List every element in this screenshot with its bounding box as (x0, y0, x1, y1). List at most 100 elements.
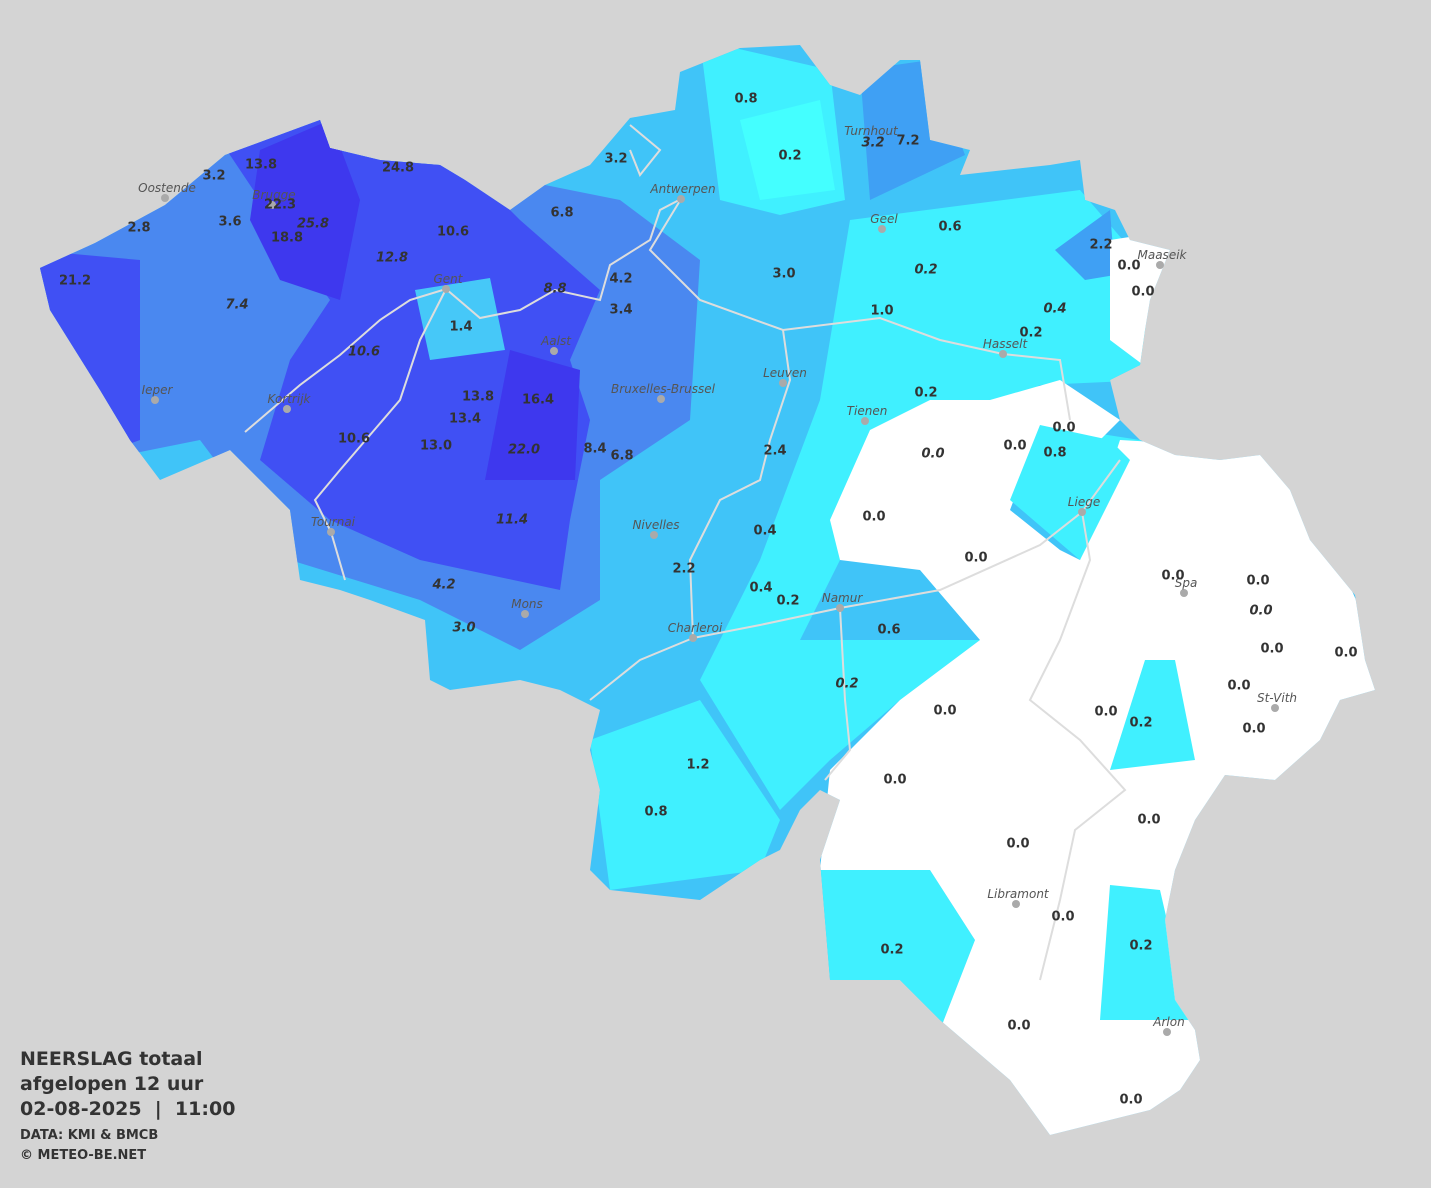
city-label: Namur (822, 591, 864, 605)
city-dot (779, 379, 787, 387)
city-dot (861, 417, 869, 425)
credit: DATA: KMI & BMCB (20, 1128, 158, 1143)
city-dot (1180, 589, 1188, 597)
measurement: 0.0 (862, 510, 885, 525)
city-label: Tournai (311, 515, 356, 529)
measurement: 3.6 (218, 215, 241, 230)
measurement: 0.8 (644, 805, 667, 820)
measurement: 0.0 (1246, 574, 1269, 589)
measurement: 6.8 (550, 206, 573, 221)
city-dot (677, 195, 685, 203)
measurement: 22.0 (508, 443, 540, 458)
city-label: Spa (1175, 576, 1198, 590)
measurement: 0.0 (1119, 1093, 1142, 1108)
city-label: Brugge (252, 188, 295, 202)
city-label: Ieper (142, 383, 174, 397)
measurement: 0.0 (1051, 910, 1074, 925)
city-label: St-Vith (1257, 691, 1297, 705)
measurement: 18.8 (271, 231, 303, 246)
city-dot (283, 405, 291, 413)
measurement: 0.0 (1249, 604, 1272, 619)
measurement: 0.6 (877, 623, 900, 638)
city-label: Charleroi (668, 621, 723, 635)
measurement: 24.8 (382, 161, 414, 176)
measurement: 8.8 (543, 282, 566, 297)
measurement: 3.2 (604, 152, 627, 167)
measurement: 1.2 (686, 758, 709, 773)
city-label: Liege (1068, 495, 1100, 509)
measurement: 0.0 (964, 551, 987, 566)
measurement: 0.0 (1003, 439, 1026, 454)
measurement: 0.0 (1006, 837, 1029, 852)
measurement: 13.0 (420, 439, 452, 454)
measurement: 0.0 (1242, 722, 1265, 737)
cities: Oostende Brugge Gent Antwerpen Turnhout Geel M… (138, 124, 1297, 1036)
measurement: 0.4 (753, 524, 776, 539)
city-label: Leuven (763, 366, 807, 380)
measurement: 0.8 (734, 92, 757, 107)
measurement: 0.0 (1334, 646, 1357, 661)
city-label: Antwerpen (649, 182, 715, 196)
city-label: Bruxelles-Brussel (611, 382, 716, 396)
city-dot (689, 634, 697, 642)
measurement: 0.8 (1043, 446, 1066, 461)
measurement: 0.2 (835, 677, 858, 692)
measurement: 0.2 (880, 943, 903, 958)
measurement: 0.6 (938, 220, 961, 235)
measurement: 0.0 (921, 447, 944, 462)
measurement: 0.0 (1052, 421, 1075, 436)
measurement: 10.6 (338, 432, 370, 447)
measurement: 13.8 (245, 158, 277, 173)
measurement: 3.2 (861, 136, 884, 151)
city-dot (327, 528, 335, 536)
measurement: 8.4 (583, 442, 606, 457)
measurement: 3.0 (452, 621, 475, 636)
city-label: Nivelles (632, 518, 679, 532)
measurement: 0.0 (1161, 569, 1184, 584)
measurement: 0.0 (1007, 1019, 1030, 1034)
title-line: afgelopen 12 uur (20, 1073, 204, 1095)
measurement: 0.0 (1131, 285, 1154, 300)
measurement: 1.0 (870, 304, 893, 319)
city-label: Oostende (138, 181, 196, 195)
city-dot (999, 350, 1007, 358)
city-dot (836, 604, 844, 612)
measurement: 0.0 (1227, 679, 1250, 694)
measurement: 0.4 (1043, 302, 1066, 317)
measurement: 0.0 (1260, 642, 1283, 657)
measurement: 0.2 (1019, 326, 1042, 341)
measurement: 4.2 (431, 578, 455, 593)
city-dot (878, 225, 886, 233)
city-label: Aalst (540, 334, 572, 348)
city-dot (1156, 261, 1164, 269)
measurement: 7.2 (896, 134, 919, 149)
measurement: 0.0 (1137, 813, 1160, 828)
city-dot (1012, 900, 1020, 908)
city-label: Maaseik (1138, 248, 1188, 262)
measurement: 2.2 (672, 562, 695, 577)
city-dot (268, 201, 276, 209)
city-dot (657, 395, 665, 403)
measurement: 16.4 (522, 393, 554, 408)
measurement: 0.2 (776, 594, 799, 609)
city-dot (550, 347, 558, 355)
measurement: 3.2 (202, 169, 225, 184)
measurement: 11.4 (496, 513, 528, 528)
credit: © METEO-BE.NET (20, 1148, 146, 1163)
city-dot (1271, 704, 1279, 712)
measurement: 3.0 (772, 267, 795, 282)
measurement: 3.4 (609, 303, 632, 318)
measurement: 0.2 (778, 149, 801, 164)
city-label: Tienen (847, 404, 888, 418)
city-label: Geel (870, 212, 898, 226)
measurements: 0.8 0.2 3.2 7.2 3.2 13.8 3.2 24.8 22.325.818.8 3.… (59, 92, 1358, 1108)
measurement: 1.4 (449, 320, 472, 335)
city-label: Gent (434, 272, 464, 286)
measurement: 10.6 (348, 345, 380, 360)
city-label: Libramont (987, 887, 1050, 901)
measurement: 2.2 (1089, 238, 1112, 253)
measurement: 0.0 (933, 704, 956, 719)
measurement: 6.8 (610, 449, 633, 464)
city-label: Arlon (1152, 1015, 1184, 1029)
